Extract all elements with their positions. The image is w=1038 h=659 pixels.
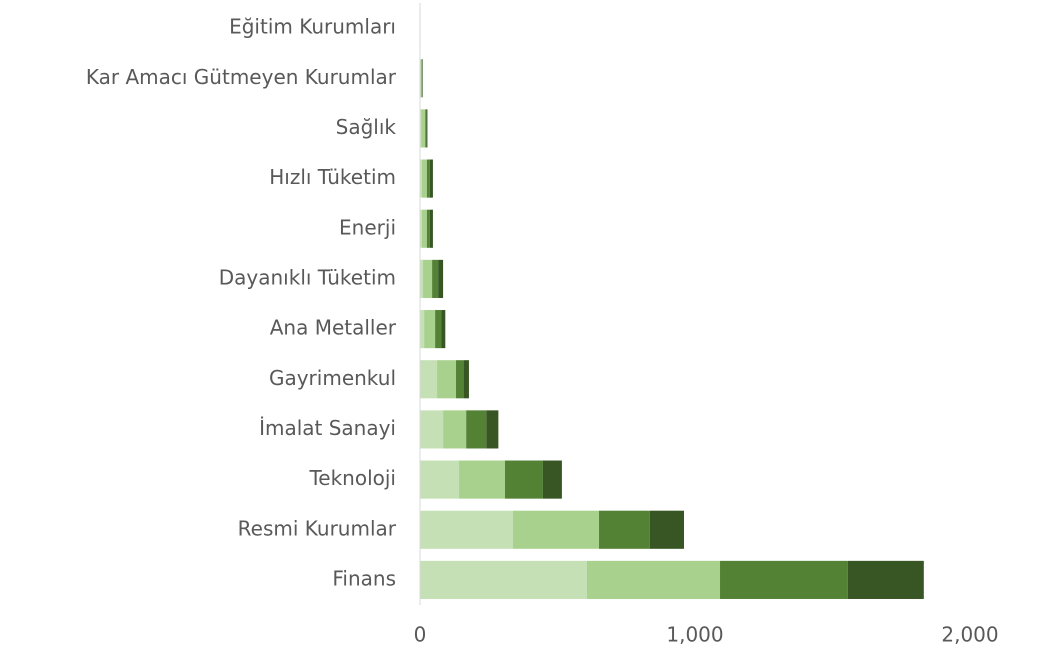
bar-segment <box>420 410 443 448</box>
y-tick-label: Sağlık <box>336 115 397 139</box>
bar-segment <box>420 561 587 599</box>
bar-segment <box>443 410 466 448</box>
bar-segment <box>464 360 469 398</box>
y-tick-label: Gayrimenkul <box>269 366 396 390</box>
bar-segment <box>437 360 456 398</box>
y-tick-label: Ana Metaller <box>270 316 397 340</box>
y-tick-label: Resmi Kurumlar <box>238 516 397 540</box>
bar-segment <box>438 260 443 298</box>
y-tick-label: İmalat Sanayi <box>259 416 396 440</box>
bar-segment <box>425 109 426 147</box>
bar-segment <box>430 160 433 198</box>
x-tick-label: 0 <box>414 623 427 647</box>
bar-segment <box>422 210 427 248</box>
bar-segment <box>505 461 543 499</box>
x-tick-label: 1,000 <box>666 623 723 647</box>
bar-segment <box>420 461 459 499</box>
bar-segment <box>650 511 684 549</box>
y-tick-label: Teknoloji <box>308 466 396 490</box>
bar-segment <box>430 210 433 248</box>
bar-segment <box>427 160 430 198</box>
bar-segment <box>720 561 848 599</box>
bar-segment <box>422 59 423 97</box>
bar-segment <box>423 260 432 298</box>
bar-segment <box>459 461 505 499</box>
y-tick-label: Enerji <box>339 215 396 239</box>
bar-segment <box>848 561 924 599</box>
bar-segment <box>421 59 422 97</box>
bar-segment <box>441 310 445 348</box>
bar-segment <box>422 160 427 198</box>
bar-segment <box>435 310 441 348</box>
bar-segment <box>424 310 435 348</box>
bar-segment <box>422 59 423 97</box>
bar-segment <box>426 109 427 147</box>
bar-segment <box>466 410 486 448</box>
bar-segment <box>427 210 430 248</box>
bar-segment <box>486 410 498 448</box>
bar-segment <box>420 511 513 549</box>
y-tick-label: Hızlı Tüketim <box>269 165 396 189</box>
bar-segment <box>513 511 599 549</box>
y-tick-label: Kar Amacı Gütmeyen Kurumlar <box>86 65 397 89</box>
y-tick-label: Eğitim Kurumları <box>229 15 396 39</box>
bar-segment <box>587 561 720 599</box>
x-tick-label: 2,000 <box>941 623 998 647</box>
bar-segment <box>599 511 650 549</box>
y-tick-label: Dayanıklı Tüketim <box>219 265 396 289</box>
bar-segment <box>543 461 562 499</box>
bar-segment <box>420 310 424 348</box>
y-tick-label: Finans <box>332 566 396 590</box>
bar-segment <box>456 360 464 398</box>
bar-segment <box>432 260 438 298</box>
bar-segment <box>420 360 437 398</box>
bar-segment <box>421 109 425 147</box>
